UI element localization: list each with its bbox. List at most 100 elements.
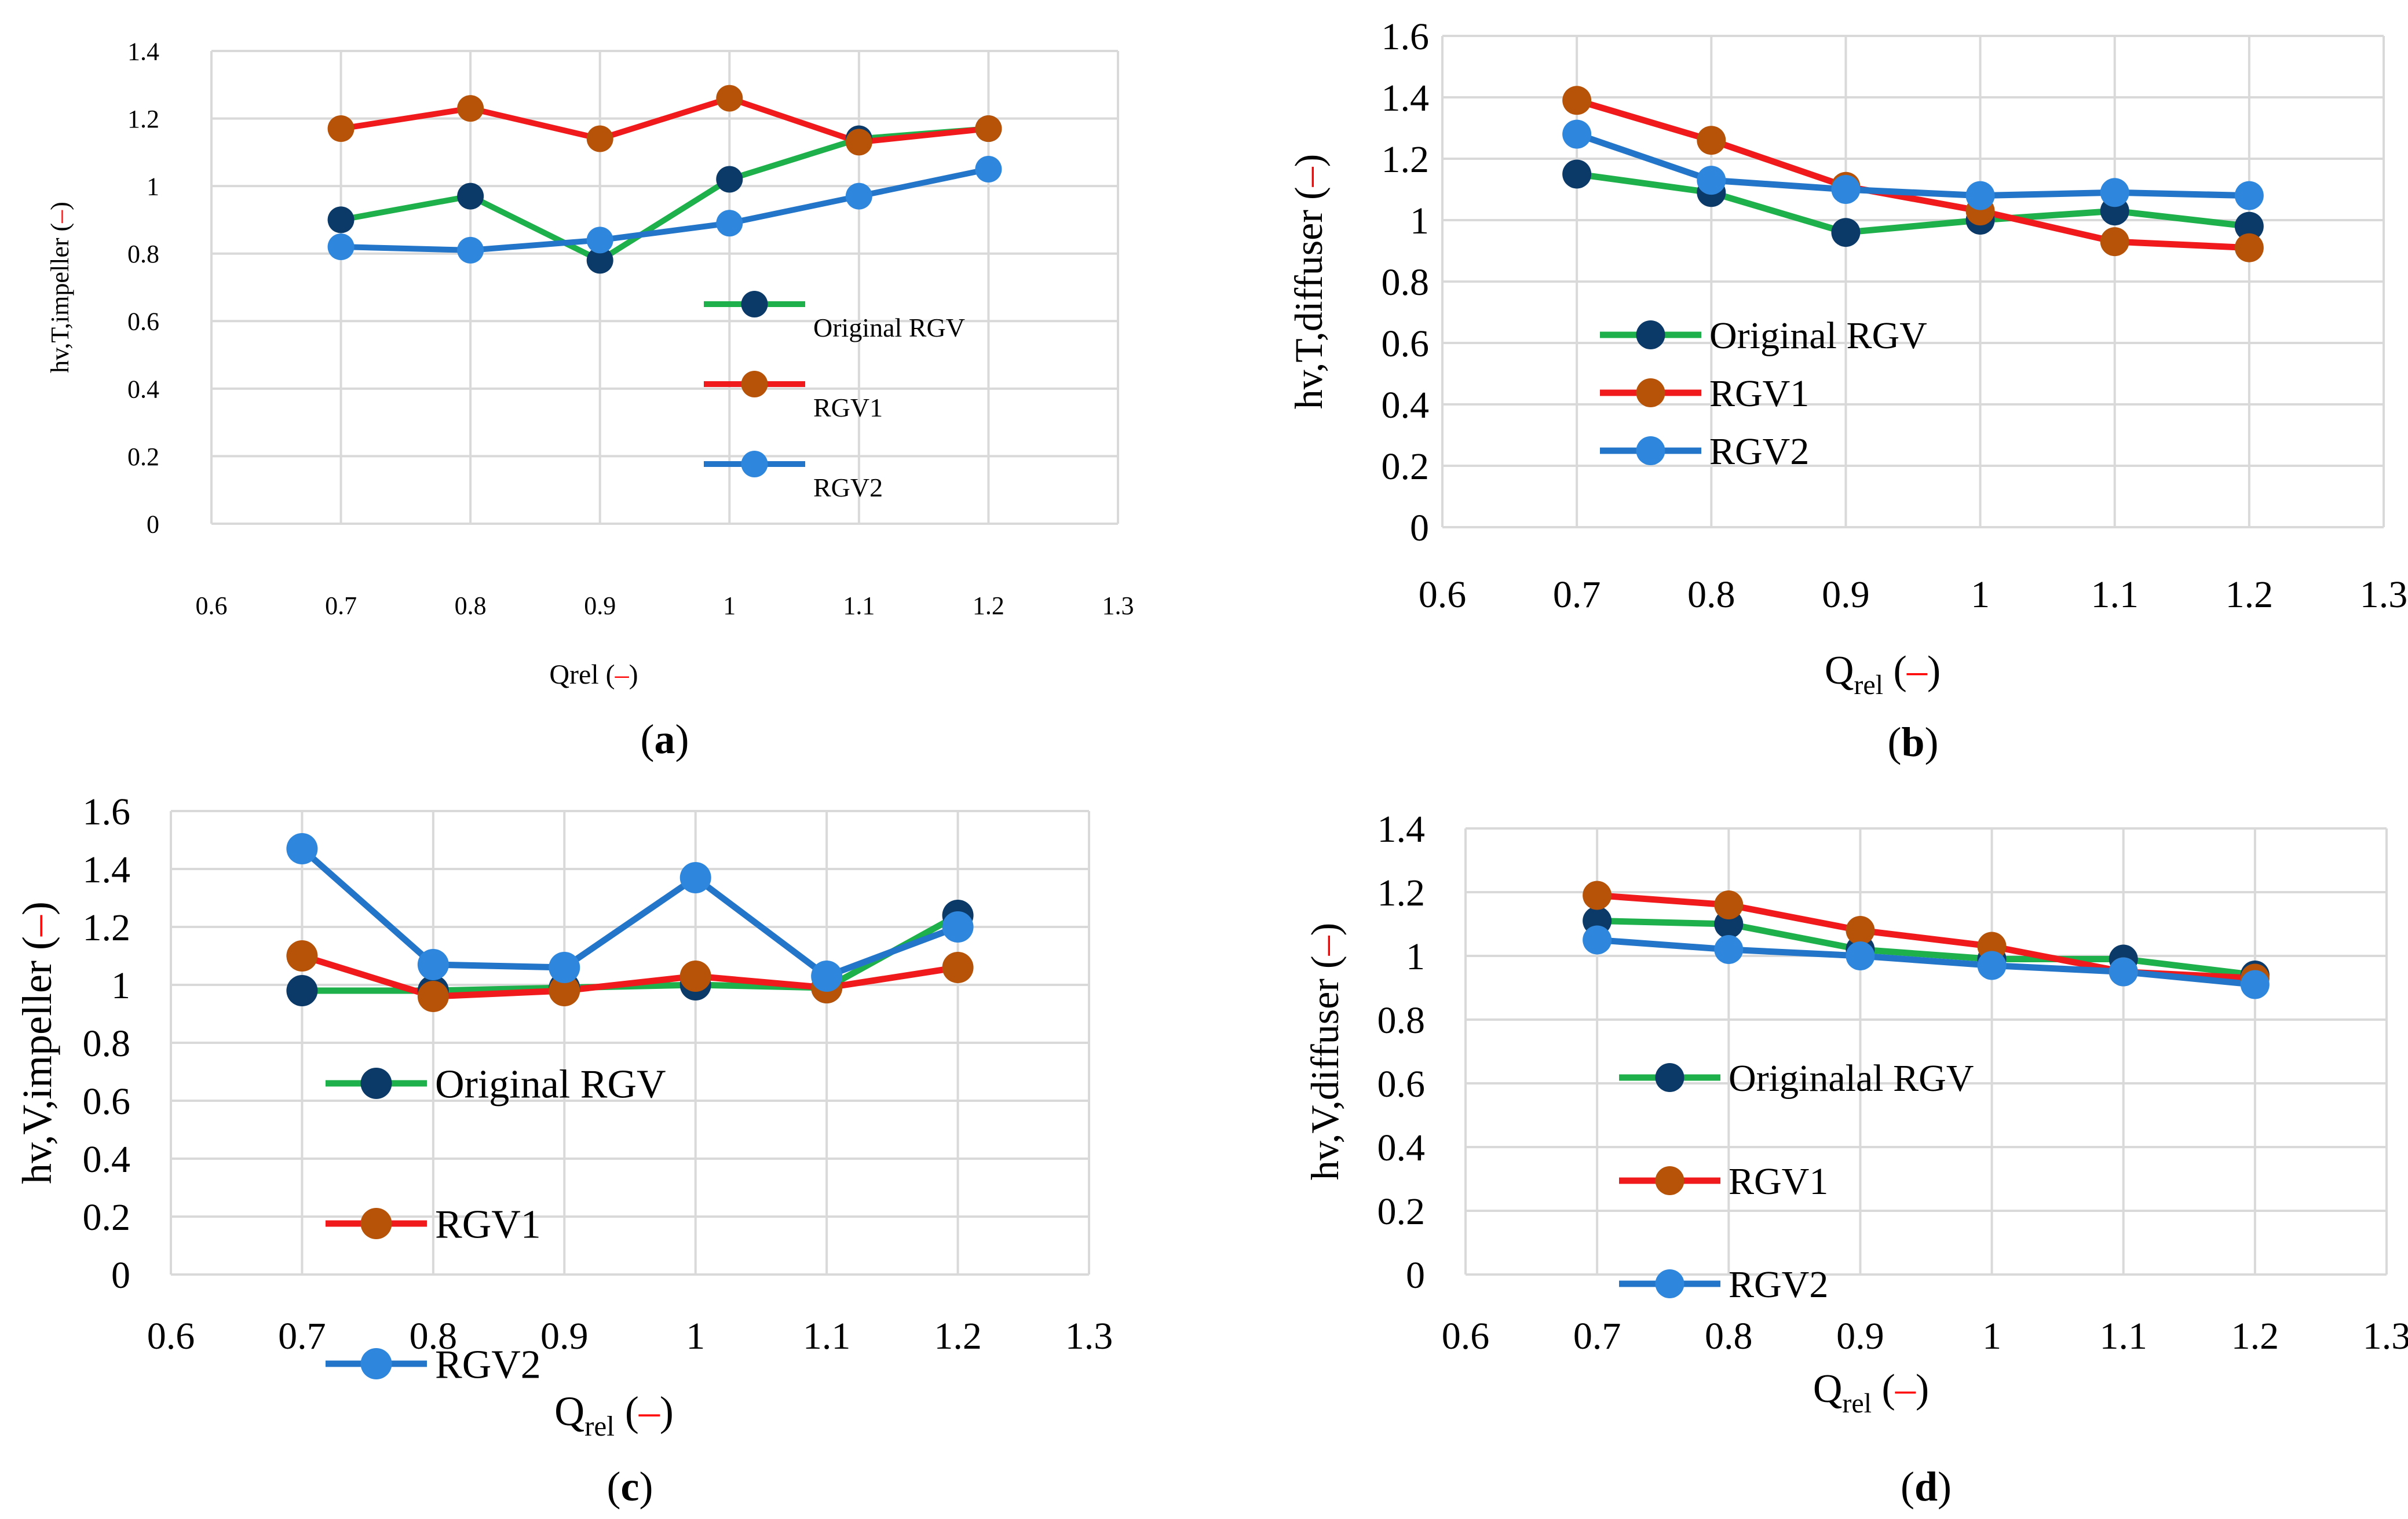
- y-tick-label: 1: [1406, 936, 1425, 978]
- data-point-rgv2: [457, 236, 484, 264]
- y-axis-label-close: ): [46, 202, 74, 210]
- legend-label-original: Original RGV: [435, 1062, 666, 1107]
- data-point-rgv1: [457, 95, 484, 122]
- panel-label-close: ): [639, 1463, 653, 1510]
- legend-label-rgv1: RGV1: [435, 1203, 541, 1247]
- y-tick-label: 1: [111, 965, 130, 1007]
- y-tick-label: 1: [1410, 200, 1429, 242]
- y-tick-label: 1.6: [1382, 16, 1430, 58]
- data-point-rgv2: [417, 949, 449, 980]
- x-tick-label: 1.2: [934, 1315, 982, 1357]
- data-point-original: [1562, 159, 1592, 189]
- chart-panel-d: 0 0.2 0.4 0.6 0.8 1 1.2 1.4 0.6 0.7 0.8 0.9 1 1.1 1.2 1…: [1303, 808, 2408, 1510]
- series-line-rgv2: [299, 846, 959, 980]
- legend-marker-original: [741, 291, 768, 317]
- x-axis-label-subscript: rel: [1842, 1388, 1872, 1419]
- legend-label-rgv1: RGV1: [1709, 373, 1809, 415]
- panel-label: (b): [1887, 719, 1938, 765]
- legend-marker-original: [1636, 320, 1665, 349]
- series-line-original: [1576, 171, 2250, 236]
- y-tick-label: 0.2: [83, 1196, 131, 1239]
- x-tick-label: 1.3: [1102, 591, 1134, 620]
- x-axis-label: Qrel (–): [1825, 648, 1941, 700]
- data-point-rgv2: [2240, 970, 2270, 999]
- y-tick-label: 0.4: [1382, 384, 1430, 426]
- x-tick-label: 1.2: [2226, 574, 2274, 616]
- data-point-rgv2: [942, 911, 974, 943]
- y-tick-label: 0.4: [83, 1138, 131, 1181]
- data-point-rgv2: [1697, 166, 1726, 195]
- legend-label-rgv2: RGV2: [813, 473, 883, 502]
- x-axis-label-text: Q: [1825, 648, 1854, 693]
- x-tick-label: 1.3: [1065, 1315, 1113, 1357]
- data-point-rgv2: [1562, 119, 1592, 149]
- x-tick-label: 1: [723, 591, 736, 620]
- y-tick-label: 0.2: [127, 443, 159, 471]
- x-axis-label: Qrel (–): [554, 1388, 674, 1442]
- x-tick-label: 1.1: [2091, 574, 2139, 616]
- series-line-rgv1: [301, 952, 959, 1000]
- legend-marker-rgv2: [1636, 436, 1665, 465]
- x-axis-label-space: (: [599, 659, 615, 690]
- y-tick-label: 1.4: [1377, 808, 1426, 850]
- y-axis-unit-dash: –: [1287, 166, 1331, 187]
- y-axis-unit-dash: –: [14, 915, 60, 937]
- x-axis-unit-dash: –: [1895, 1367, 1916, 1411]
- x-tick-label: 1: [686, 1315, 705, 1357]
- y-tick-label: 0.6: [1382, 323, 1430, 365]
- x-tick-label: 0.7: [1553, 574, 1601, 616]
- y-tick-label: 0.8: [1377, 999, 1426, 1042]
- series-line-rgv2: [1576, 131, 2249, 199]
- data-point-rgv1: [2100, 227, 2129, 257]
- data-point-rgv1: [942, 952, 974, 983]
- x-axis-label-space: (: [615, 1388, 639, 1434]
- y-axis-label-text: hv,V,diffuser (: [1303, 955, 1347, 1180]
- data-point-rgv1: [716, 85, 743, 112]
- y-tick-label: 0.4: [1377, 1127, 1426, 1169]
- data-point-rgv2: [1714, 935, 1744, 964]
- y-axis-unit-dash: –: [46, 210, 74, 224]
- y-tick-label: 0.2: [1382, 446, 1430, 488]
- data-point-rgv1: [417, 981, 449, 1012]
- x-axis-label-subscript: rel: [584, 1410, 615, 1442]
- data-point-rgv2: [1965, 181, 1995, 210]
- chart-panel-b: 0 0.2 0.4 0.6 0.8 1 1.2 1.4 1.6 0.6 0.7 0.8 0.9 1 1.1 1…: [1287, 16, 2407, 765]
- x-tick-label: 0.6: [1442, 1315, 1490, 1357]
- chart-panel-a: 0 0.2 0.4 0.6 0.8 1 1.2 1.4 0.6 0.7 0.8 0.9 1 1.1 1.2 1…: [46, 37, 1134, 762]
- data-point-rgv1: [549, 975, 580, 1006]
- legend-marker-rgv1: [1636, 378, 1665, 407]
- data-point-original: [286, 975, 318, 1006]
- panel-label-open: (: [641, 716, 655, 762]
- y-tick-label: 1.4: [127, 37, 159, 65]
- x-tick-label: 0.7: [278, 1315, 326, 1357]
- y-axis-label-text: hv,T,diffuser (: [1287, 187, 1331, 409]
- y-axis-label-close: ): [1287, 154, 1331, 167]
- x-tick-label: 0.7: [325, 591, 357, 620]
- panel-label-close: ): [675, 716, 689, 762]
- x-tick-label: 0.7: [1573, 1315, 1621, 1357]
- series-line-rgv2: [341, 166, 989, 253]
- panel-label-open: (: [1887, 719, 1901, 765]
- x-tick-label: 1.1: [843, 591, 875, 620]
- x-tick-label: 0.9: [1822, 574, 1870, 616]
- data-point-rgv1: [327, 115, 355, 143]
- data-point-rgv1: [679, 961, 711, 992]
- legend-marker-rgv1: [1655, 1166, 1684, 1195]
- x-axis-label-close: ): [1927, 648, 1941, 693]
- legend-label-rgv1: RGV1: [813, 393, 883, 422]
- y-tick-label: 1: [147, 173, 159, 201]
- data-point-rgv2: [327, 233, 355, 261]
- data-point-rgv2: [811, 961, 843, 992]
- data-point-rgv1: [2234, 233, 2264, 262]
- x-tick-label: 0.9: [1836, 1315, 1884, 1357]
- x-tick-label: 0.8: [1705, 1315, 1753, 1357]
- x-axis-label-space: (: [1883, 648, 1907, 693]
- data-point-original: [457, 182, 484, 210]
- legend-label-rgv1: RGV1: [1729, 1160, 1828, 1203]
- x-tick-label: 0.6: [1419, 574, 1467, 616]
- x-tick-label: 0.8: [410, 1315, 458, 1357]
- series-line-original: [340, 126, 989, 264]
- data-point-original: [2234, 211, 2264, 241]
- y-tick-label: 0.8: [127, 240, 159, 268]
- panel-label-close: ): [1938, 1463, 1952, 1510]
